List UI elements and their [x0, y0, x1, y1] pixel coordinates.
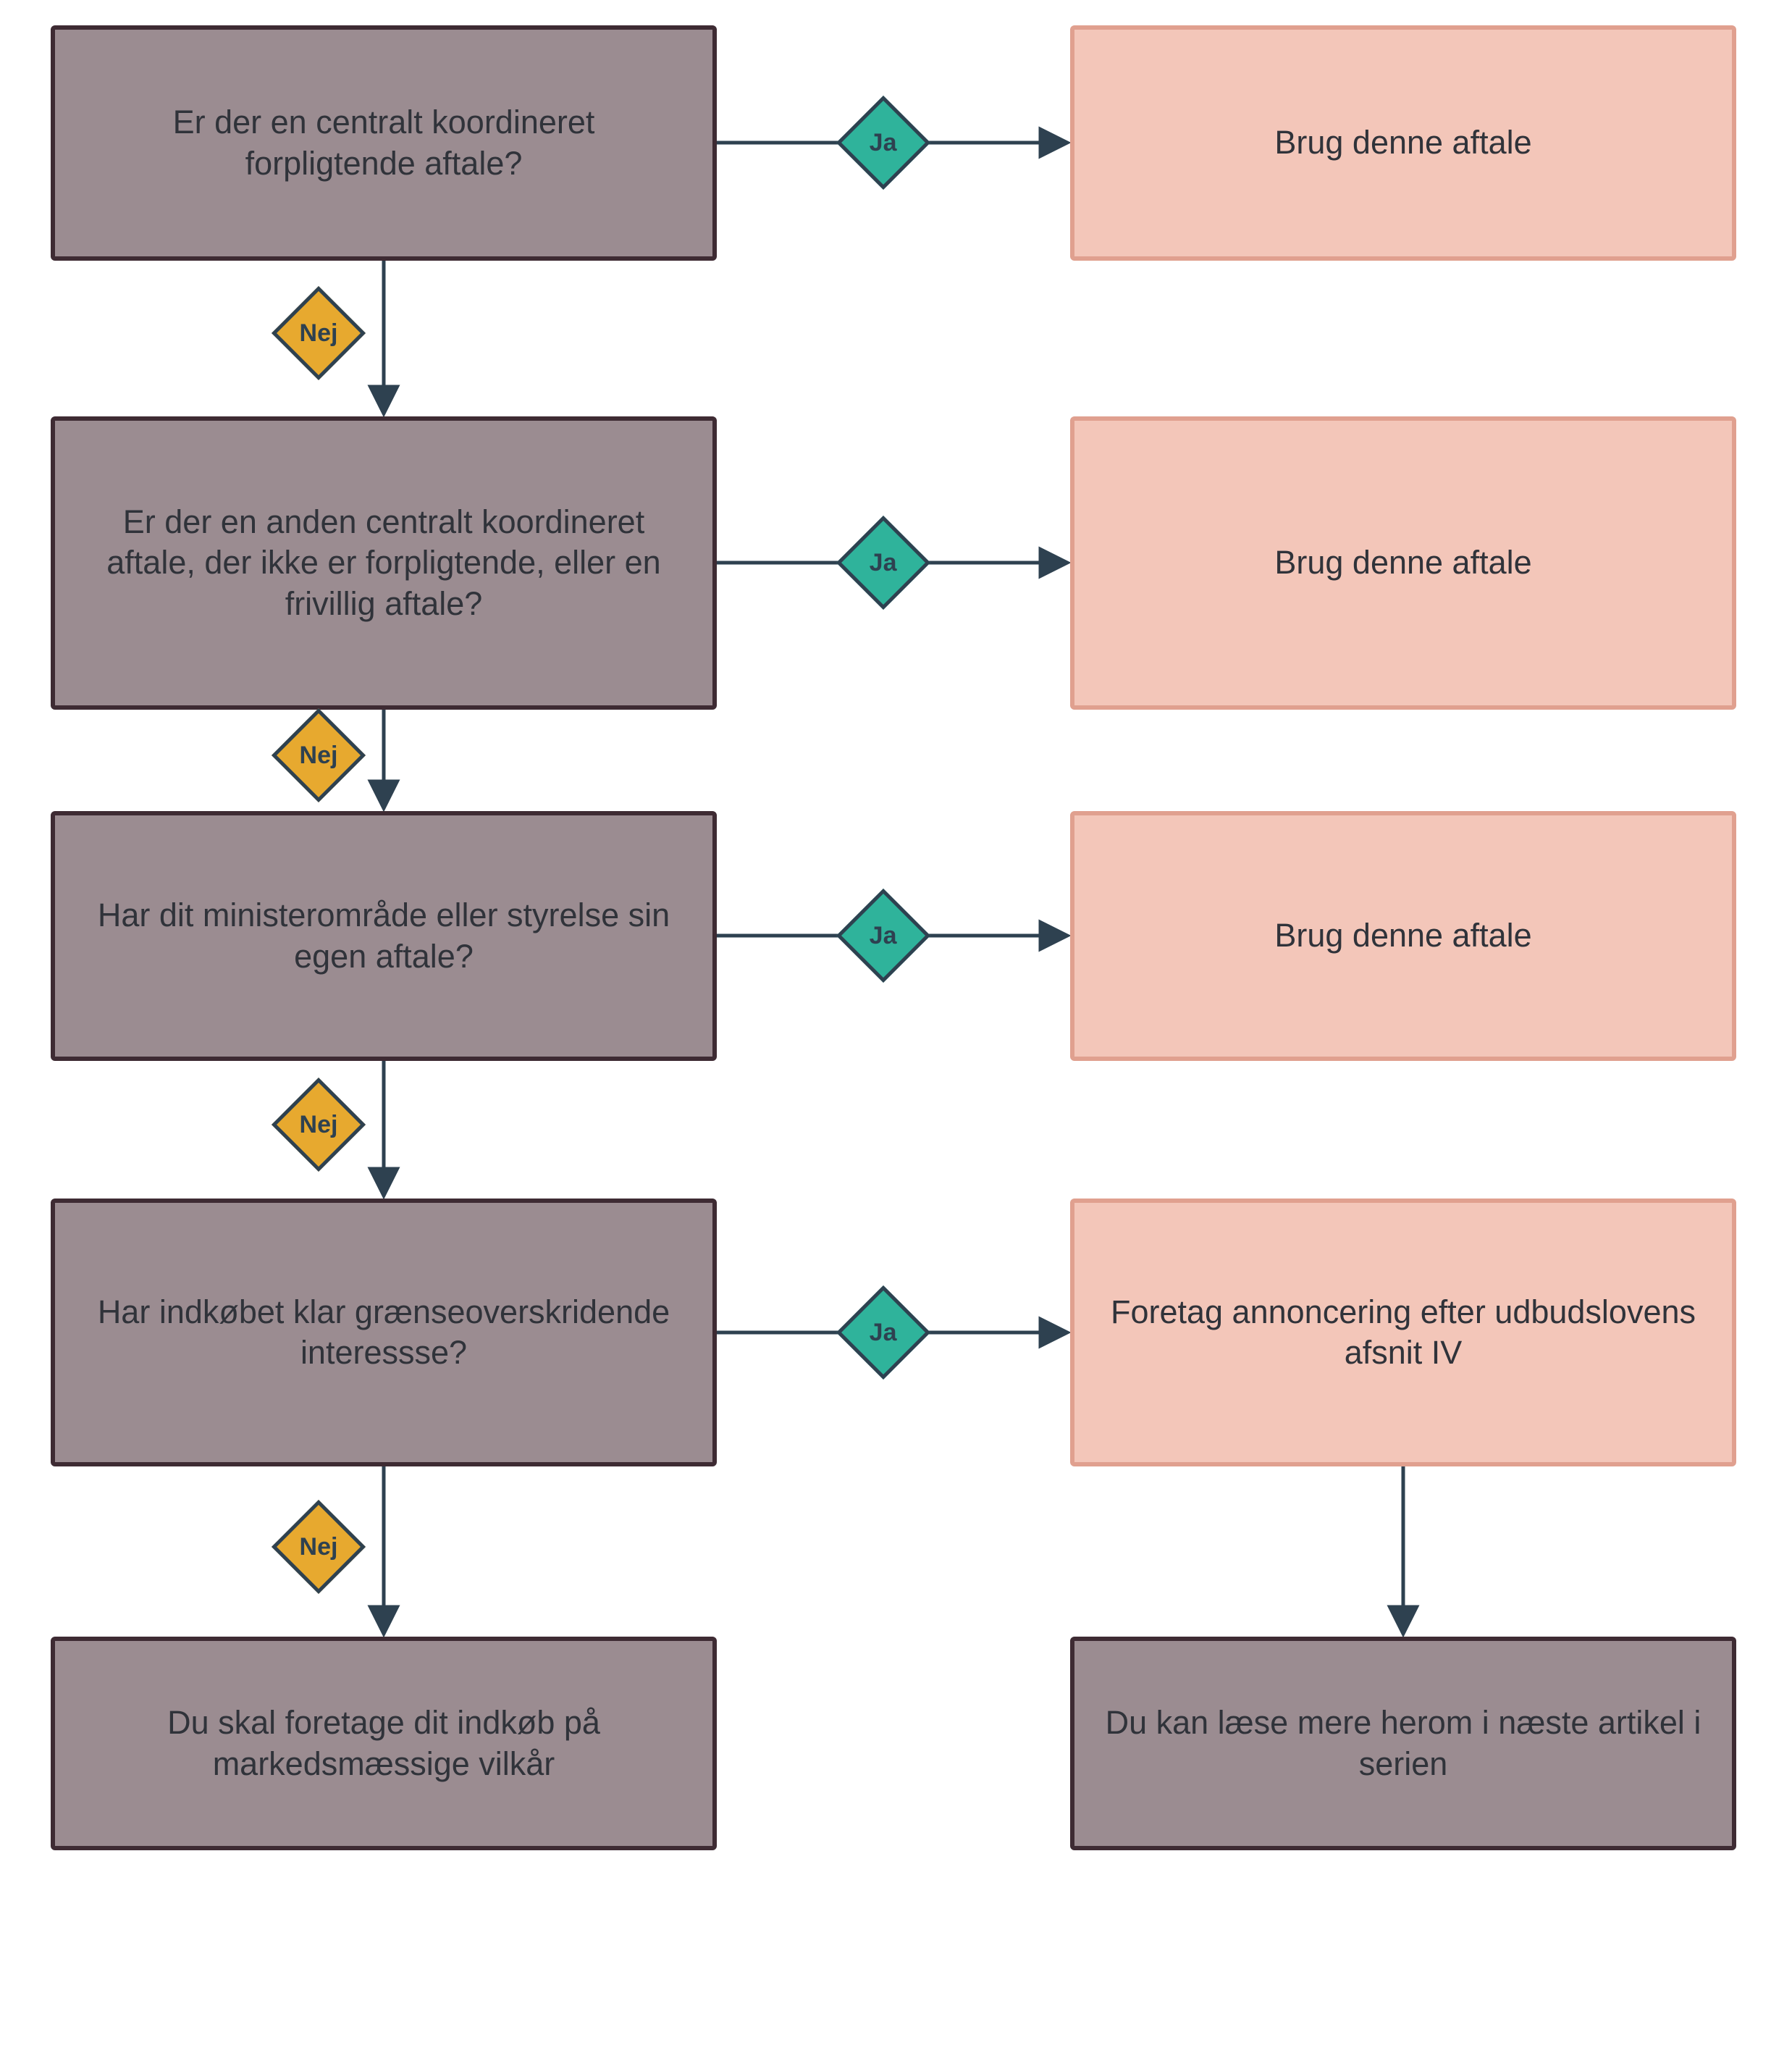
question-q3-text: Har dit ministerområde eller styrelse si… — [84, 895, 683, 977]
question-q2-text: Er der en anden centralt koordineret aft… — [84, 502, 683, 624]
diamond-nej-2: Nej — [272, 708, 366, 802]
diamond-nej-1: Nej — [272, 286, 366, 380]
diamond-nej-4-label: Nej — [300, 1532, 338, 1561]
diamond-nej-1-label: Nej — [300, 319, 338, 347]
question-q1: Er der en centralt koordineret forpligte… — [51, 25, 717, 261]
result-r3: Brug denne aftale — [1070, 811, 1736, 1061]
end-right-text: Du kan læse mere herom i næste artikel i… — [1103, 1703, 1703, 1784]
diamond-ja-3: Ja — [836, 889, 930, 983]
result-r3-text: Brug denne aftale — [1274, 915, 1531, 956]
diamond-ja-4: Ja — [836, 1285, 930, 1380]
result-r2-text: Brug denne aftale — [1274, 542, 1531, 583]
question-q2: Er der en anden centralt koordineret aft… — [51, 416, 717, 710]
question-q4: Har indkøbet klar grænseoverskridende in… — [51, 1199, 717, 1466]
question-q3: Har dit ministerområde eller styrelse si… — [51, 811, 717, 1061]
diamond-nej-3: Nej — [272, 1078, 366, 1172]
diamond-ja-4-label: Ja — [870, 1318, 897, 1346]
end-right: Du kan læse mere herom i næste artikel i… — [1070, 1637, 1736, 1850]
diamond-nej-3-label: Nej — [300, 1110, 338, 1138]
diamond-ja-1-label: Ja — [870, 128, 897, 156]
question-q4-text: Har indkøbet klar grænseoverskridende in… — [84, 1292, 683, 1374]
diamond-ja-2-label: Ja — [870, 548, 897, 576]
result-r1-text: Brug denne aftale — [1274, 122, 1531, 163]
end-left-text: Du skal foretage dit indkøb på markedsmæ… — [84, 1703, 683, 1784]
question-q1-text: Er der en centralt koordineret forpligte… — [84, 102, 683, 184]
result-r4: Foretag annoncering efter udbudslovens a… — [1070, 1199, 1736, 1466]
diamond-ja-2: Ja — [836, 516, 930, 610]
diamond-ja-3-label: Ja — [870, 921, 897, 949]
end-left: Du skal foretage dit indkøb på markedsmæ… — [51, 1637, 717, 1850]
diamond-nej-2-label: Nej — [300, 741, 338, 769]
result-r1: Brug denne aftale — [1070, 25, 1736, 261]
flowchart-canvas: Er der en centralt koordineret forpligte… — [0, 0, 1792, 2061]
diamond-nej-4: Nej — [272, 1500, 366, 1594]
result-r4-text: Foretag annoncering efter udbudslovens a… — [1103, 1292, 1703, 1374]
diamond-ja-1: Ja — [836, 96, 930, 190]
result-r2: Brug denne aftale — [1070, 416, 1736, 710]
